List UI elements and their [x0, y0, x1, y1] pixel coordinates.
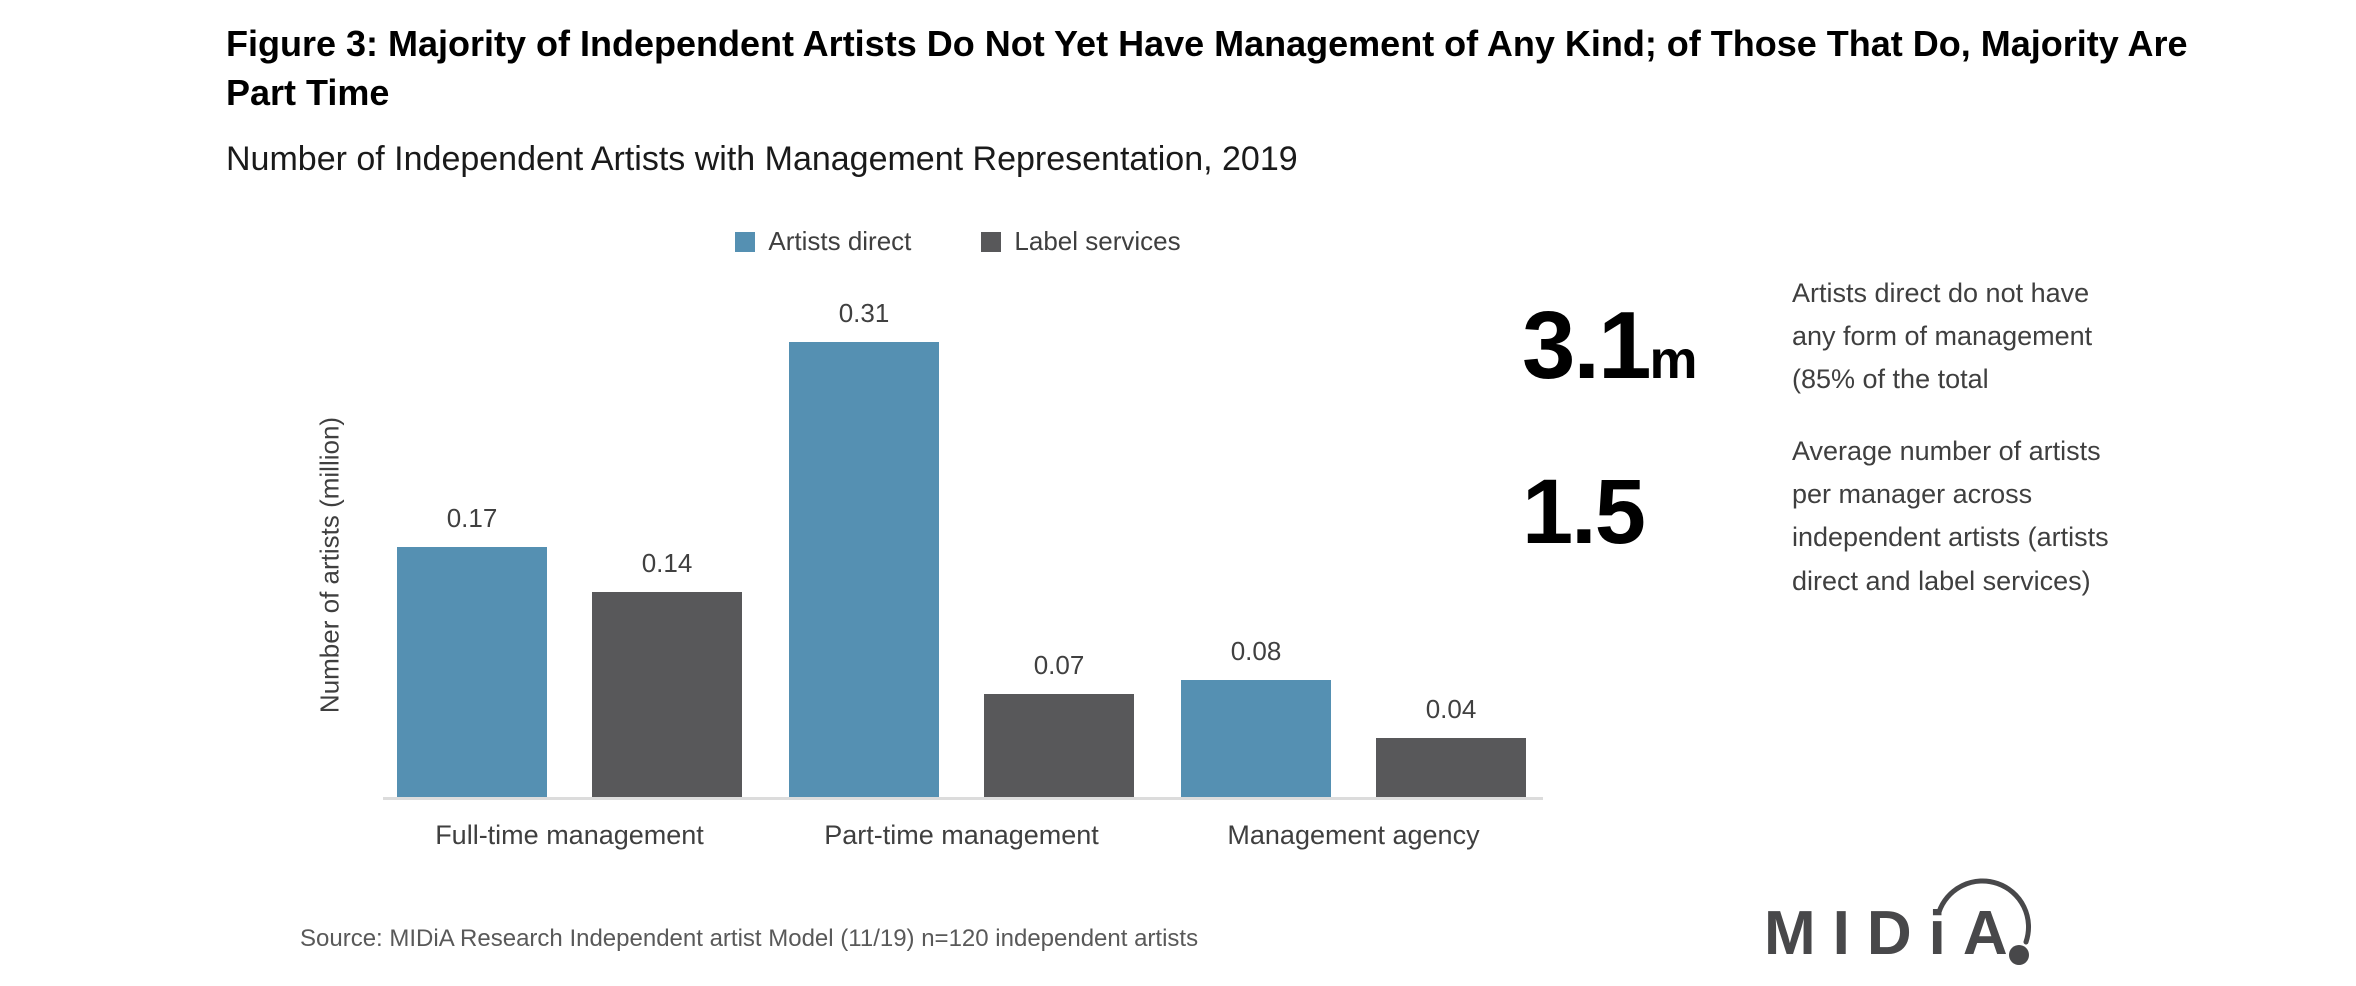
callout-text-unmanaged: Artists direct do not have any form of m… [1792, 278, 2093, 395]
callout-unit: m [1649, 330, 1697, 390]
bar-value-label: 0.08 [1230, 636, 1282, 666]
callout-number: 1.5 [1522, 461, 1646, 563]
midia-logo: MIDiA [1764, 878, 2031, 968]
figure-subtitle: Number of Independent Artists with Manag… [226, 140, 1298, 178]
x-axis-labels: Full-time management Part-time management… [383, 820, 1543, 851]
bar-value-label: 0.17 [446, 503, 498, 533]
bar-value-label: 0.07 [1033, 650, 1085, 680]
midia-logo-text: MIDiA [1764, 899, 2025, 968]
bar-management-agency-artists-direct: 0.08 [1181, 636, 1331, 797]
legend-swatch-label-services [981, 231, 1002, 252]
source-note: Source: MIDiA Research Independent artis… [300, 925, 1199, 952]
bar-value-label: 0.14 [641, 548, 693, 578]
figure-title: Figure 3: Majority of Independent Artist… [226, 23, 2188, 113]
callout-text-artists-per-manager: Average number of artists per manager ac… [1792, 436, 2109, 596]
logo-dot [2009, 945, 2029, 965]
legend-label: Label services [1014, 226, 1181, 256]
chart-legend: Artists direct Label services [383, 226, 1533, 257]
bar-management-agency-label-services: 0.04 [1376, 694, 1526, 797]
bar-full-time-management-artists-direct: 0.17 [397, 503, 547, 797]
y-axis-label: Number of artists (million) [314, 416, 345, 714]
bar-part-time-management-artists-direct: 0.31 [789, 298, 939, 797]
callout-number: 3.1 [1522, 292, 1651, 399]
legend-item-label-services: Label services [981, 226, 1181, 257]
bar-group-full-time-management: 0.17 0.14 [397, 503, 742, 797]
category-label-full-time-management: Full-time management [435, 820, 704, 850]
bar-value-label: 0.31 [838, 298, 890, 328]
bar-group-management-agency: 0.08 0.04 [1181, 636, 1526, 797]
bar-value-label: 0.04 [1425, 694, 1477, 724]
legend-label: Artists direct [768, 226, 912, 256]
bar-group-part-time-management: 0.31 0.07 [789, 298, 1134, 797]
logo-arc [1936, 878, 2031, 945]
bar-part-time-management-label-services: 0.07 [984, 650, 1134, 797]
callout-value-unmanaged: 3.1m [1522, 298, 1697, 394]
category-label-management-agency: Management agency [1227, 820, 1480, 850]
legend-item-artists-direct: Artists direct [735, 226, 911, 257]
callout-value-artists-per-manager: 1.5 [1522, 466, 1646, 558]
legend-swatch-artists-direct [735, 231, 756, 252]
category-label-part-time-management: Part-time management [824, 820, 1099, 850]
bar-full-time-management-label-services: 0.14 [592, 548, 742, 797]
bar-chart: 0.17 0.14 0.31 0.07 0.08 0.04 Full-time manag… [383, 295, 1543, 851]
plot-area: 0.17 0.14 0.31 0.07 0.08 0.04 [383, 295, 1543, 800]
